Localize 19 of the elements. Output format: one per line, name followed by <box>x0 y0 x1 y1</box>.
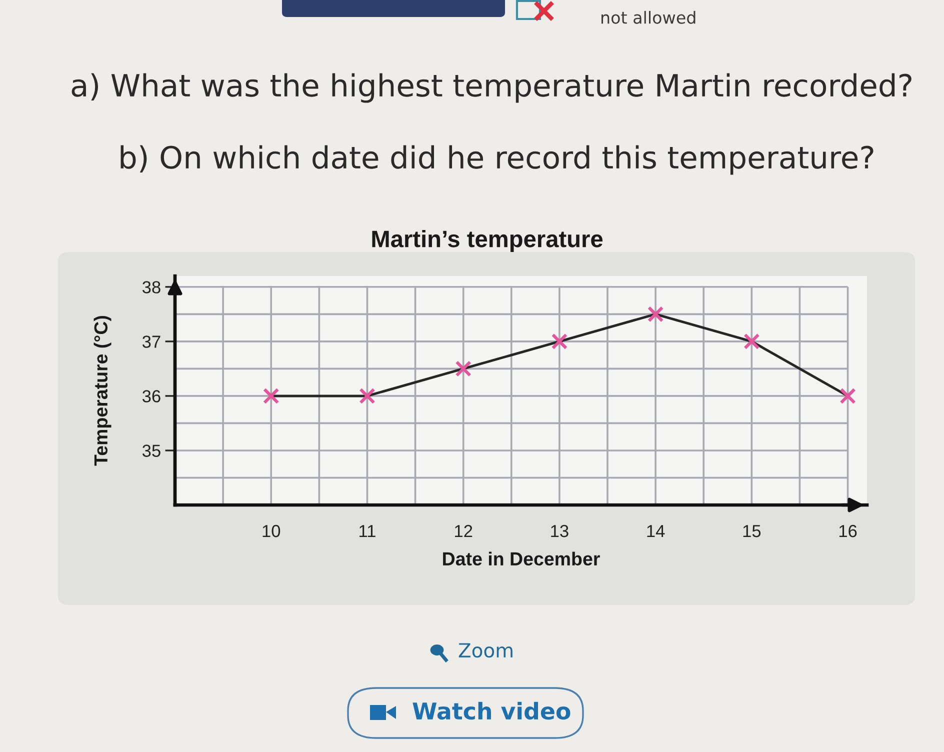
x-tick-label: 16 <box>839 524 857 538</box>
y-tick-label: 38 <box>142 281 160 294</box>
chart-title: Martin’s temperature <box>372 230 603 252</box>
text: not allowed <box>602 10 696 24</box>
x-tick-label: 10 <box>262 524 280 538</box>
y-tick-label: 35 <box>142 444 160 457</box>
x-tick-label: 12 <box>455 524 472 538</box>
text: Watch video <box>412 702 570 720</box>
x-axis-title: Date in December <box>443 552 600 566</box>
text: a) What was the highest temperature Martin recorded? <box>72 73 912 103</box>
y-tick-label: 36 <box>142 390 160 402</box>
y-axis-title: Temperature (°C) <box>94 316 112 466</box>
text: Zoom <box>458 643 512 658</box>
x-tick-label: 14 <box>647 525 665 538</box>
x-tick-label: 11 <box>360 525 376 538</box>
text: b) On which date did he record this temperature? <box>120 145 874 175</box>
y-tick-label: 37 <box>142 336 160 348</box>
x-tick-label: 13 <box>551 524 568 538</box>
x-tick-label: 15 <box>743 525 761 538</box>
